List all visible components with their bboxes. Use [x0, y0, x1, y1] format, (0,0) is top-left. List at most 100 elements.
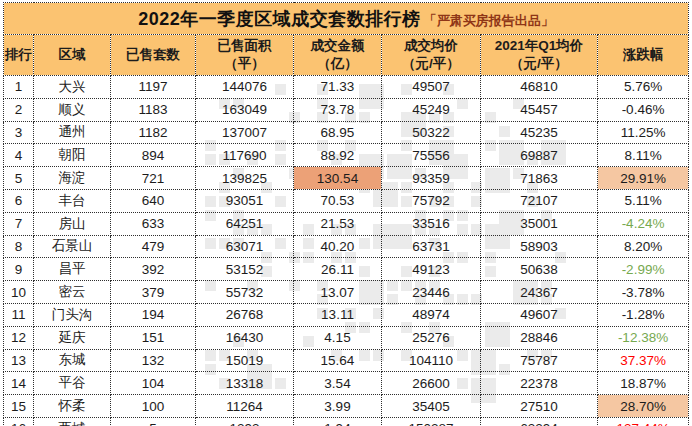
table-row: 3通州118213700768.95503224523511.25%: [4, 121, 689, 144]
cell-change: 8.20%: [598, 235, 689, 258]
cell-region: 海淀: [34, 167, 111, 190]
table-row: 7房山6336425121.533351635001-4.24%: [4, 212, 689, 235]
cell-area: 15019: [196, 349, 294, 372]
cell-amount: 71.33: [294, 76, 382, 99]
title-source-note: 「严肃买房报告出品」: [424, 13, 554, 28]
cell-area: 139825: [196, 167, 294, 190]
cell-area: 16430: [196, 326, 294, 349]
cell-units: 633: [111, 212, 196, 235]
cell-amount: 26.11: [294, 258, 382, 281]
cell-area: 93051: [196, 189, 294, 212]
cell-amount: 88.92: [294, 144, 382, 167]
cell-units: 894: [111, 144, 196, 167]
cell-area: 64251: [196, 212, 294, 235]
cell-area: 137007: [196, 121, 294, 144]
header-avg: 成交均价（元/平）: [382, 35, 481, 76]
header-rank: 排行: [4, 35, 34, 76]
cell-amount: 3.54: [294, 372, 382, 395]
cell-q1: 72107: [481, 189, 598, 212]
cell-rank: 4: [4, 144, 34, 167]
cell-amount: 21.53: [294, 212, 382, 235]
cell-units: 479: [111, 235, 196, 258]
cell-change: 37.37%: [598, 349, 689, 372]
cell-region: 怀柔: [34, 395, 111, 418]
cell-rank: 13: [4, 349, 34, 372]
cell-area: 55732: [196, 281, 294, 304]
cell-q1: 69887: [481, 144, 598, 167]
cell-rank: 11: [4, 303, 34, 326]
cell-q1: 27510: [481, 395, 598, 418]
cell-q1: 49607: [481, 303, 598, 326]
cell-rank: 2: [4, 98, 34, 121]
cell-change: -1.28%: [598, 303, 689, 326]
cell-q1: 28846: [481, 326, 598, 349]
cell-area: 13318: [196, 372, 294, 395]
cell-units: 151: [111, 326, 196, 349]
ranking-report-page: 2022年一季度区域成交套数排行榜「严肃买房报告出品」 排行区域已售套数已售面积…: [0, 0, 692, 426]
cell-area: 26768: [196, 303, 294, 326]
table-row: 15怀柔100112643.99354052751028.70%: [4, 395, 689, 418]
table-title-cell: 2022年一季度区域成交套数排行榜「严肃买房报告出品」: [4, 3, 689, 35]
cell-q1: 46810: [481, 76, 598, 99]
cell-avg: 75792: [382, 189, 481, 212]
cell-rank: 16: [4, 417, 34, 426]
cell-region: 朝阳: [34, 144, 111, 167]
cell-change: 8.11%: [598, 144, 689, 167]
cell-region: 门头沟: [34, 303, 111, 326]
cell-region: 房山: [34, 212, 111, 235]
cell-amount: 130.54: [294, 167, 382, 190]
cell-avg: 23446: [382, 281, 481, 304]
cell-q1: 58903: [481, 235, 598, 258]
cell-change: -2.99%: [598, 258, 689, 281]
cell-rank: 9: [4, 258, 34, 281]
cell-avg: 150287: [382, 417, 481, 426]
table-row: 2顺义118316304973.784524945457-0.46%: [4, 98, 689, 121]
cell-avg: 104110: [382, 349, 481, 372]
ranking-table: 2022年一季度区域成交套数排行榜「严肃买房报告出品」 排行区域已售套数已售面积…: [3, 2, 689, 426]
cell-amount: 68.95: [294, 121, 382, 144]
cell-rank: 5: [4, 167, 34, 190]
cell-change: -0.46%: [598, 98, 689, 121]
table-row: 1大兴119714407671.3349507468105.76%: [4, 76, 689, 99]
cell-units: 1182: [111, 121, 196, 144]
cell-units: 194: [111, 303, 196, 326]
cell-units: 392: [111, 258, 196, 281]
table-row: 11门头沟1942676813.114897449607-1.28%: [4, 303, 689, 326]
cell-units: 640: [111, 189, 196, 212]
page-title: 2022年一季度区域成交套数排行榜: [138, 9, 421, 29]
cell-change: 5.76%: [598, 76, 689, 99]
cell-units: 721: [111, 167, 196, 190]
title-row: 2022年一季度区域成交套数排行榜「严肃买房报告出品」: [4, 3, 689, 35]
cell-amount: 70.53: [294, 189, 382, 212]
header-q1: 2021年Q1均价（元/平）: [481, 35, 598, 76]
cell-change: 11.25%: [598, 121, 689, 144]
cell-area: 11264: [196, 395, 294, 418]
table-row: 14平谷104133183.54266002237818.87%: [4, 372, 689, 395]
cell-units: 1197: [111, 76, 196, 99]
cell-units: 100: [111, 395, 196, 418]
cell-region: 通州: [34, 121, 111, 144]
cell-change: -4.24%: [598, 212, 689, 235]
cell-change: 29.91%: [598, 167, 689, 190]
cell-amount: 15.64: [294, 349, 382, 372]
cell-q1: 35001: [481, 212, 598, 235]
cell-region: 石景山: [34, 235, 111, 258]
cell-area: 53152: [196, 258, 294, 281]
cell-change: -12.38%: [598, 326, 689, 349]
cell-rank: 10: [4, 281, 34, 304]
cell-region: 昌平: [34, 258, 111, 281]
cell-amount: 4.15: [294, 326, 382, 349]
cell-q1: 45457: [481, 98, 598, 121]
cell-amount: 73.78: [294, 98, 382, 121]
table-row: 16西城512931.9415028763294137.44%: [4, 417, 689, 426]
cell-region: 西城: [34, 417, 111, 426]
cell-q1: 71863: [481, 167, 598, 190]
table-row: 6丰台6409305170.5375792721075.11%: [4, 189, 689, 212]
cell-amount: 13.07: [294, 281, 382, 304]
cell-avg: 63731: [382, 235, 481, 258]
cell-area: 1293: [196, 417, 294, 426]
table-row: 10密云3795573213.072344624367-3.78%: [4, 281, 689, 304]
cell-amount: 3.99: [294, 395, 382, 418]
cell-change: 5.11%: [598, 189, 689, 212]
cell-rank: 12: [4, 326, 34, 349]
